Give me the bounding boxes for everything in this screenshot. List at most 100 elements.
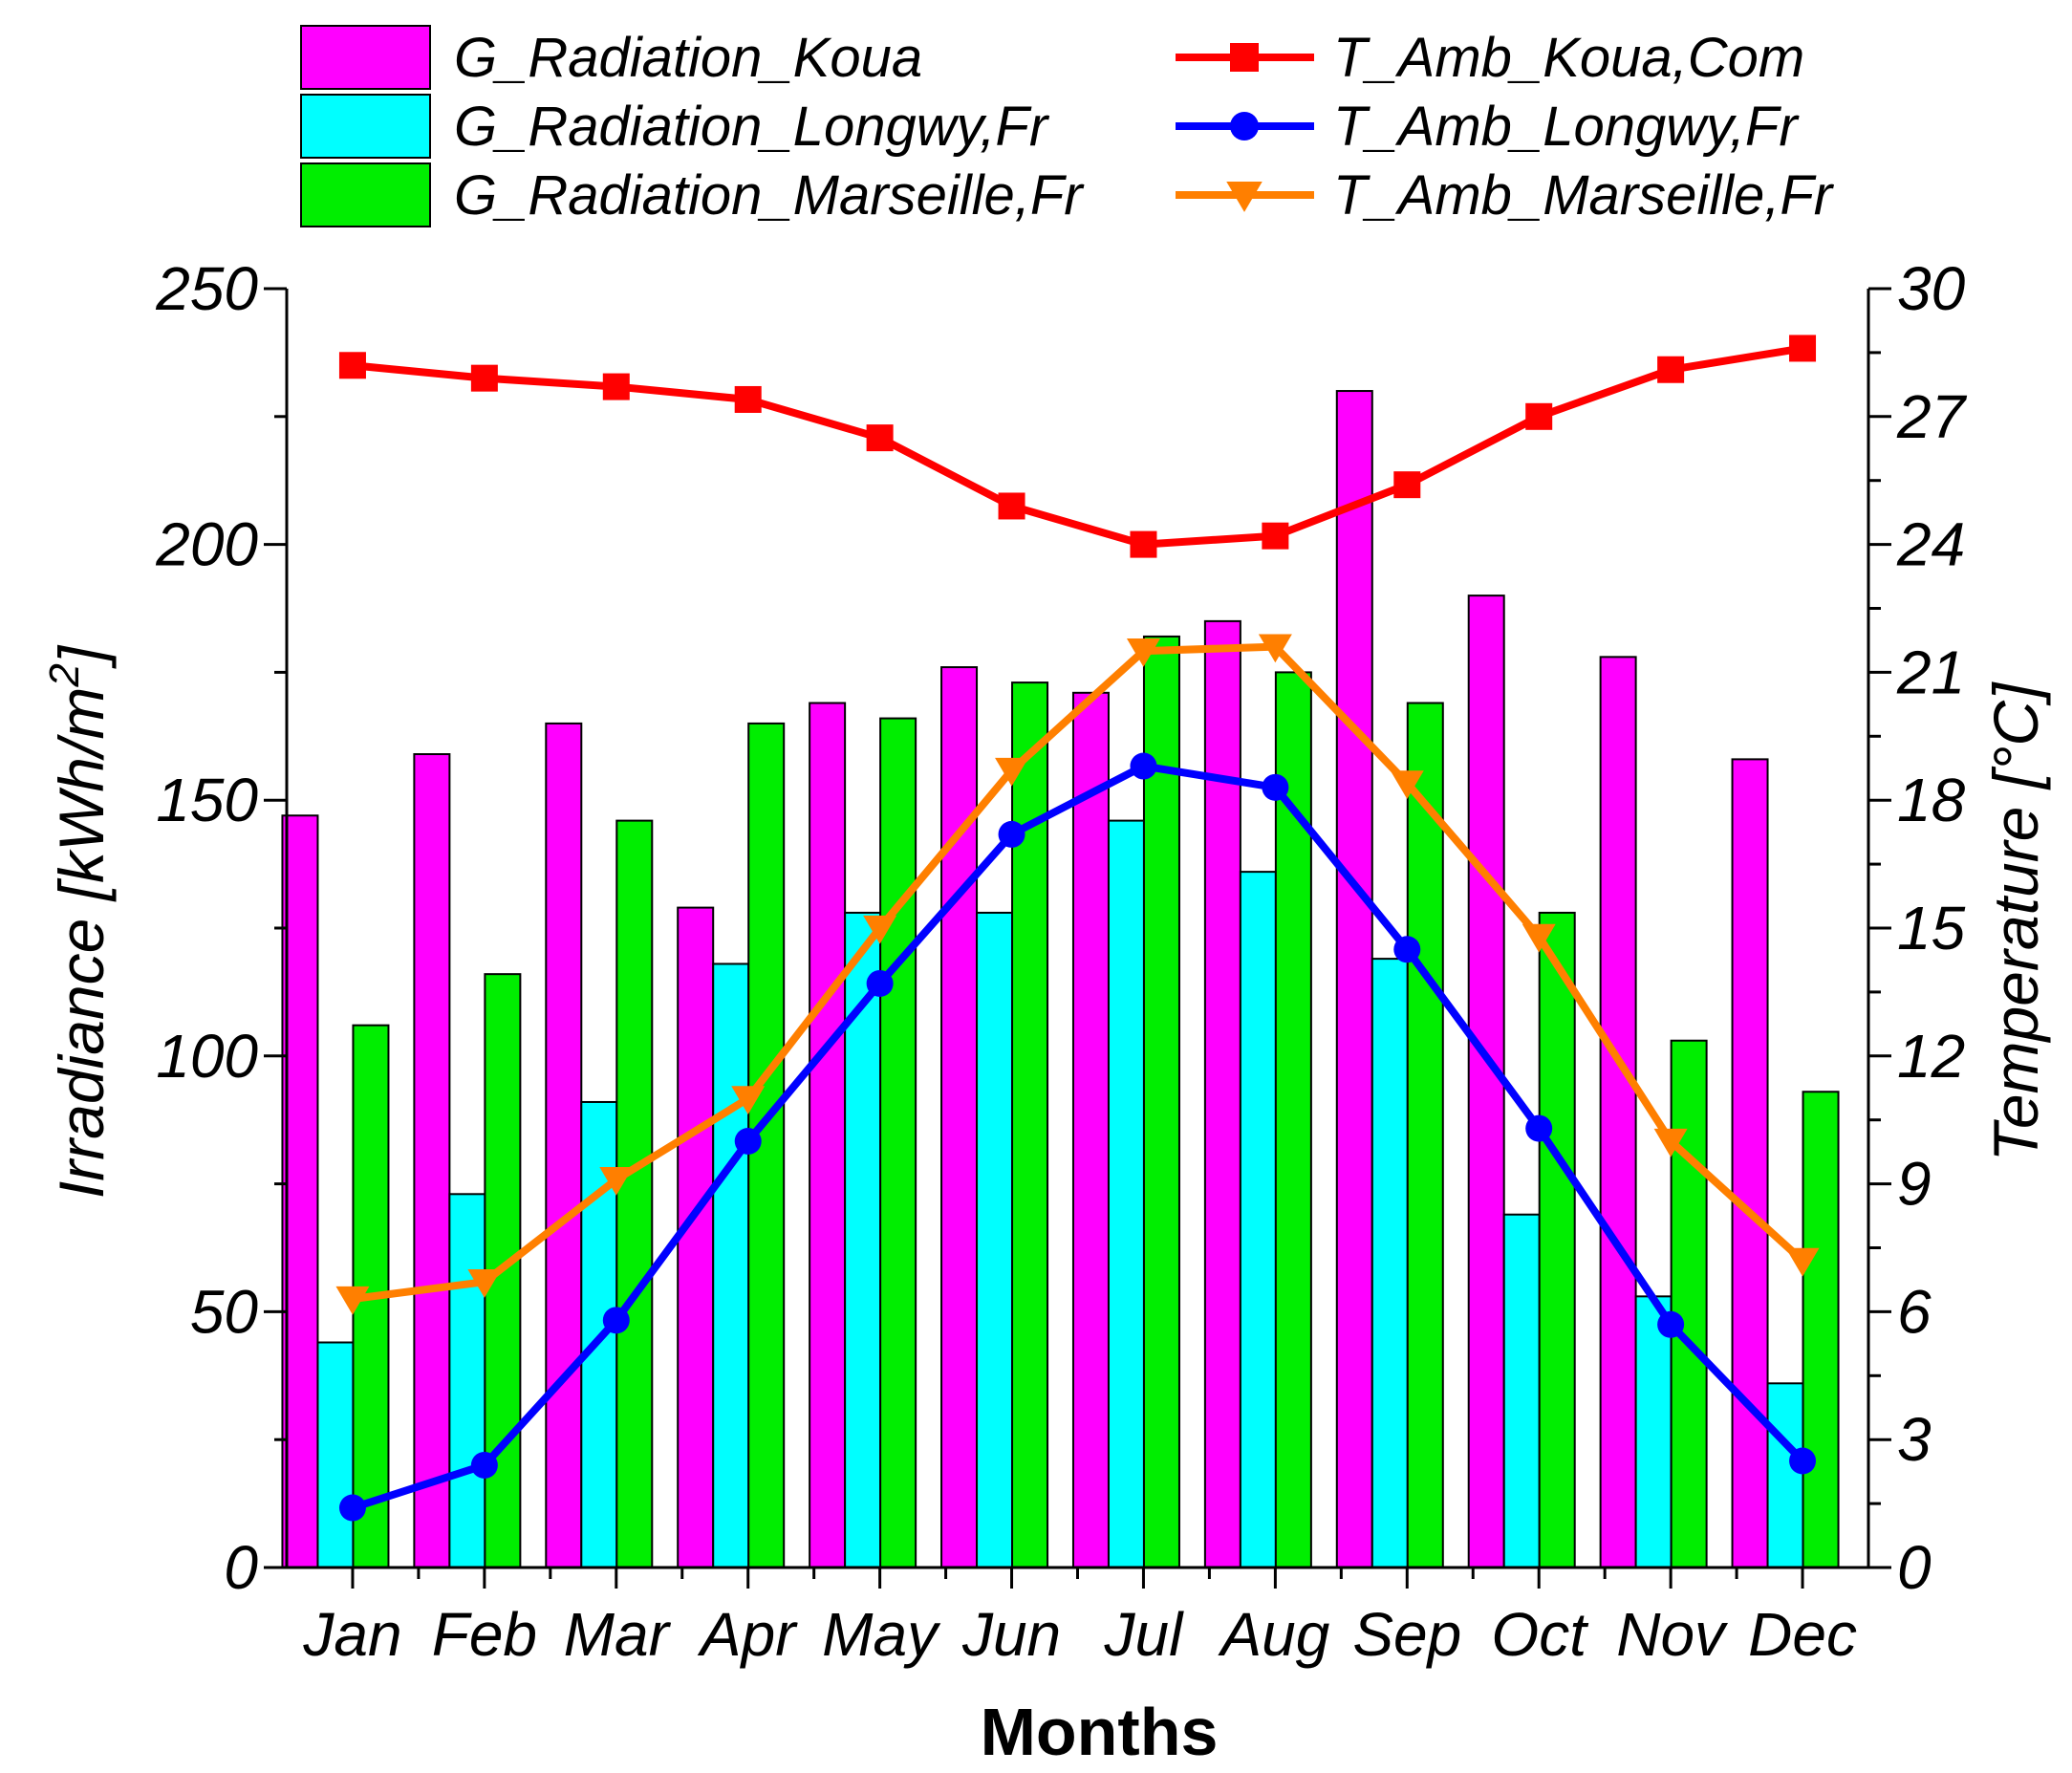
- point-1-nov: [1657, 1310, 1685, 1338]
- bar-0-aug: [1203, 619, 1241, 1568]
- point-0-mar: [602, 373, 630, 400]
- bar-2-may: [879, 717, 917, 1568]
- y2-tick-label: 6: [1897, 1277, 1932, 1346]
- bar-1-jan: [316, 1341, 355, 1568]
- bars-layer: [281, 390, 1840, 1569]
- y-axis-title: Irradiance [kWh/m2]: [41, 644, 117, 1199]
- bar-0-apr: [677, 906, 715, 1568]
- bar-0-may: [809, 702, 847, 1568]
- y-tick-label: 0: [224, 1533, 258, 1602]
- point-2-feb: [467, 1269, 502, 1298]
- x-tick-label-feb: Feb: [432, 1600, 537, 1669]
- point-2-nov: [1653, 1128, 1688, 1157]
- y2-tick-label: 15: [1897, 894, 1966, 962]
- point-0-aug: [1262, 522, 1289, 550]
- point-0-dec: [1789, 335, 1817, 362]
- point-2-aug: [1258, 634, 1292, 663]
- lines-layer: [335, 335, 1820, 1522]
- x-tick-label-mar: Mar: [564, 1600, 672, 1669]
- legend-label-1: G_Radiation_Longwy,Fr: [454, 96, 1050, 158]
- x-tick-label-jul: Jul: [1104, 1600, 1185, 1669]
- bar-0-sep: [1335, 390, 1373, 1568]
- point-1-may: [866, 969, 894, 997]
- legend: G_Radiation_Koua G_Radiation_Longwy,FrG_R…: [300, 25, 1835, 227]
- bar-0-oct: [1467, 595, 1505, 1568]
- bar-1-nov: [1634, 1295, 1673, 1568]
- bar-2-mar: [615, 819, 654, 1568]
- point-2-jul: [1126, 638, 1160, 667]
- bar-0-nov: [1599, 656, 1637, 1568]
- point-0-apr: [734, 385, 762, 413]
- y2-tick-label: 0: [1897, 1533, 1932, 1602]
- point-2-oct: [1522, 923, 1556, 953]
- legend-label-0: G_Radiation_Koua: [454, 27, 922, 89]
- point-1-oct: [1525, 1114, 1553, 1142]
- y2-tick-label: 30: [1897, 254, 1966, 323]
- y-axis-title-main: Irradiance [kWh/m: [46, 687, 117, 1199]
- legend-label-2: G_Radiation_Marseille,Fr: [454, 164, 1085, 227]
- x-tick-label-nov: Nov: [1616, 1600, 1729, 1669]
- y2-axis-title: Temperature [°C]: [1980, 681, 2051, 1161]
- bar-2-dec: [1802, 1091, 1840, 1569]
- bar-1-aug: [1239, 871, 1277, 1568]
- legend-line-label-1: T_Amb_Longwy,Fr: [1333, 96, 1800, 158]
- y2-tick-label: 9: [1897, 1150, 1932, 1219]
- point-2-sep: [1390, 770, 1424, 799]
- point-2-jun: [995, 757, 1029, 787]
- point-0-sep: [1393, 471, 1421, 499]
- y-tick-label: 200: [155, 510, 258, 579]
- y2-tick-label: 3: [1897, 1405, 1932, 1474]
- point-1-aug: [1262, 773, 1289, 801]
- bar-0-jun: [940, 666, 979, 1568]
- x-tick-label-jan: Jan: [302, 1600, 401, 1669]
- bar-0-dec: [1731, 758, 1769, 1568]
- x-tick-label-aug: Aug: [1217, 1600, 1329, 1669]
- x-axis-title: Months: [981, 1695, 1219, 1769]
- axes-layer: 0 50 100 150 200 250 0 3 6 9 12 15 18 21 24 27 30 Jan Feb M…: [155, 254, 1967, 1669]
- point-0-may: [866, 424, 894, 452]
- line-series-2: [352, 642, 1805, 1303]
- point-2-apr: [731, 1086, 766, 1115]
- bar-1-feb: [448, 1193, 486, 1568]
- point-2-mar: [599, 1167, 634, 1196]
- legend-line-label-2: T_Amb_Marseille,Fr: [1333, 164, 1835, 227]
- legend-marker-1: [1230, 112, 1259, 141]
- bar-2-oct: [1538, 911, 1576, 1568]
- point-1-mar: [602, 1307, 630, 1334]
- point-0-feb: [470, 364, 498, 392]
- legend-swatch-0: [300, 25, 431, 90]
- x-tick-label-apr: Apr: [697, 1600, 798, 1669]
- y-tick-label: 250: [155, 254, 258, 323]
- bar-0-jul: [1071, 691, 1110, 1568]
- point-1-jun: [998, 820, 1025, 848]
- point-2-jan: [335, 1286, 370, 1315]
- y-tick-label: 100: [156, 1022, 258, 1091]
- point-0-jan: [338, 352, 366, 379]
- y-axis-title-sup: 2: [41, 663, 88, 687]
- bar-2-nov: [1670, 1039, 1708, 1568]
- y2-tick-label: 21: [1896, 638, 1965, 706]
- y-tick-label: 50: [190, 1277, 259, 1346]
- point-1-jul: [1130, 752, 1157, 780]
- bar-1-jun: [976, 911, 1014, 1568]
- legend-marker-2: [1226, 181, 1263, 212]
- x-tick-label-sep: Sep: [1352, 1600, 1461, 1669]
- y2-tick-label: 24: [1896, 510, 1965, 579]
- legend-swatch-1: [300, 94, 431, 159]
- bar-1-oct: [1502, 1213, 1541, 1569]
- point-0-oct: [1525, 402, 1553, 430]
- x-tick-label-may: May: [822, 1600, 941, 1669]
- point-2-dec: [1785, 1247, 1820, 1277]
- legend-swatch-2: [300, 162, 431, 227]
- point-1-apr: [734, 1128, 762, 1155]
- point-1-feb: [470, 1451, 498, 1479]
- x-tick-label-jun: Jun: [961, 1600, 1061, 1669]
- line-series-1: [351, 762, 1805, 1512]
- bar-2-sep: [1406, 702, 1444, 1568]
- line-series-0: [352, 344, 1803, 549]
- y2-tick-label: 12: [1897, 1022, 1965, 1091]
- bar-1-jul: [1107, 819, 1145, 1568]
- x-tick-label-oct: Oct: [1491, 1600, 1588, 1669]
- point-1-sep: [1393, 936, 1421, 963]
